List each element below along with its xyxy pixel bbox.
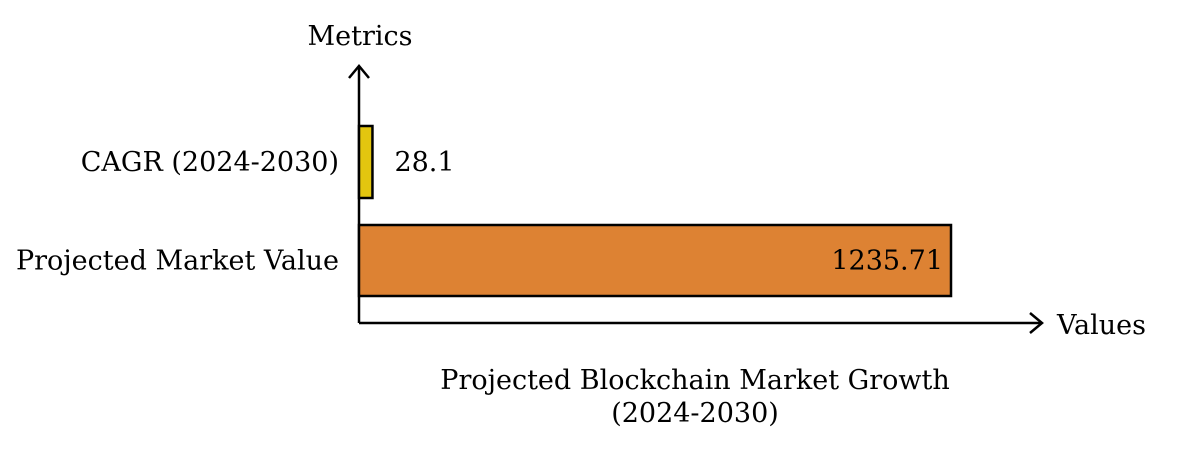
bar-1 — [357, 124, 374, 200]
chart-title: Projected Blockchain Market Growth (2024-… — [440, 365, 949, 429]
data-label: 28.1 — [394, 147, 454, 178]
category-label: CAGR (2024-2030) — [81, 147, 339, 178]
y-axis-arrow — [348, 64, 370, 79]
y-axis-label: Metrics — [308, 21, 413, 52]
bar-2 — [357, 223, 953, 298]
data-label: 1235.71 — [831, 246, 943, 277]
chart-title-line: Projected Blockchain Market Growth — [440, 365, 949, 396]
bars — [357, 124, 953, 298]
data-labels: 28.1 1235.71 — [394, 147, 943, 277]
x-axis-label: Values — [1056, 310, 1146, 341]
category-label: Projected Market Value — [16, 246, 339, 277]
category-labels: CAGR (2024-2030) Projected Market Value — [16, 147, 339, 277]
chart-title-line: (2024-2030) — [611, 398, 779, 429]
x-axis-arrow — [1029, 312, 1044, 334]
